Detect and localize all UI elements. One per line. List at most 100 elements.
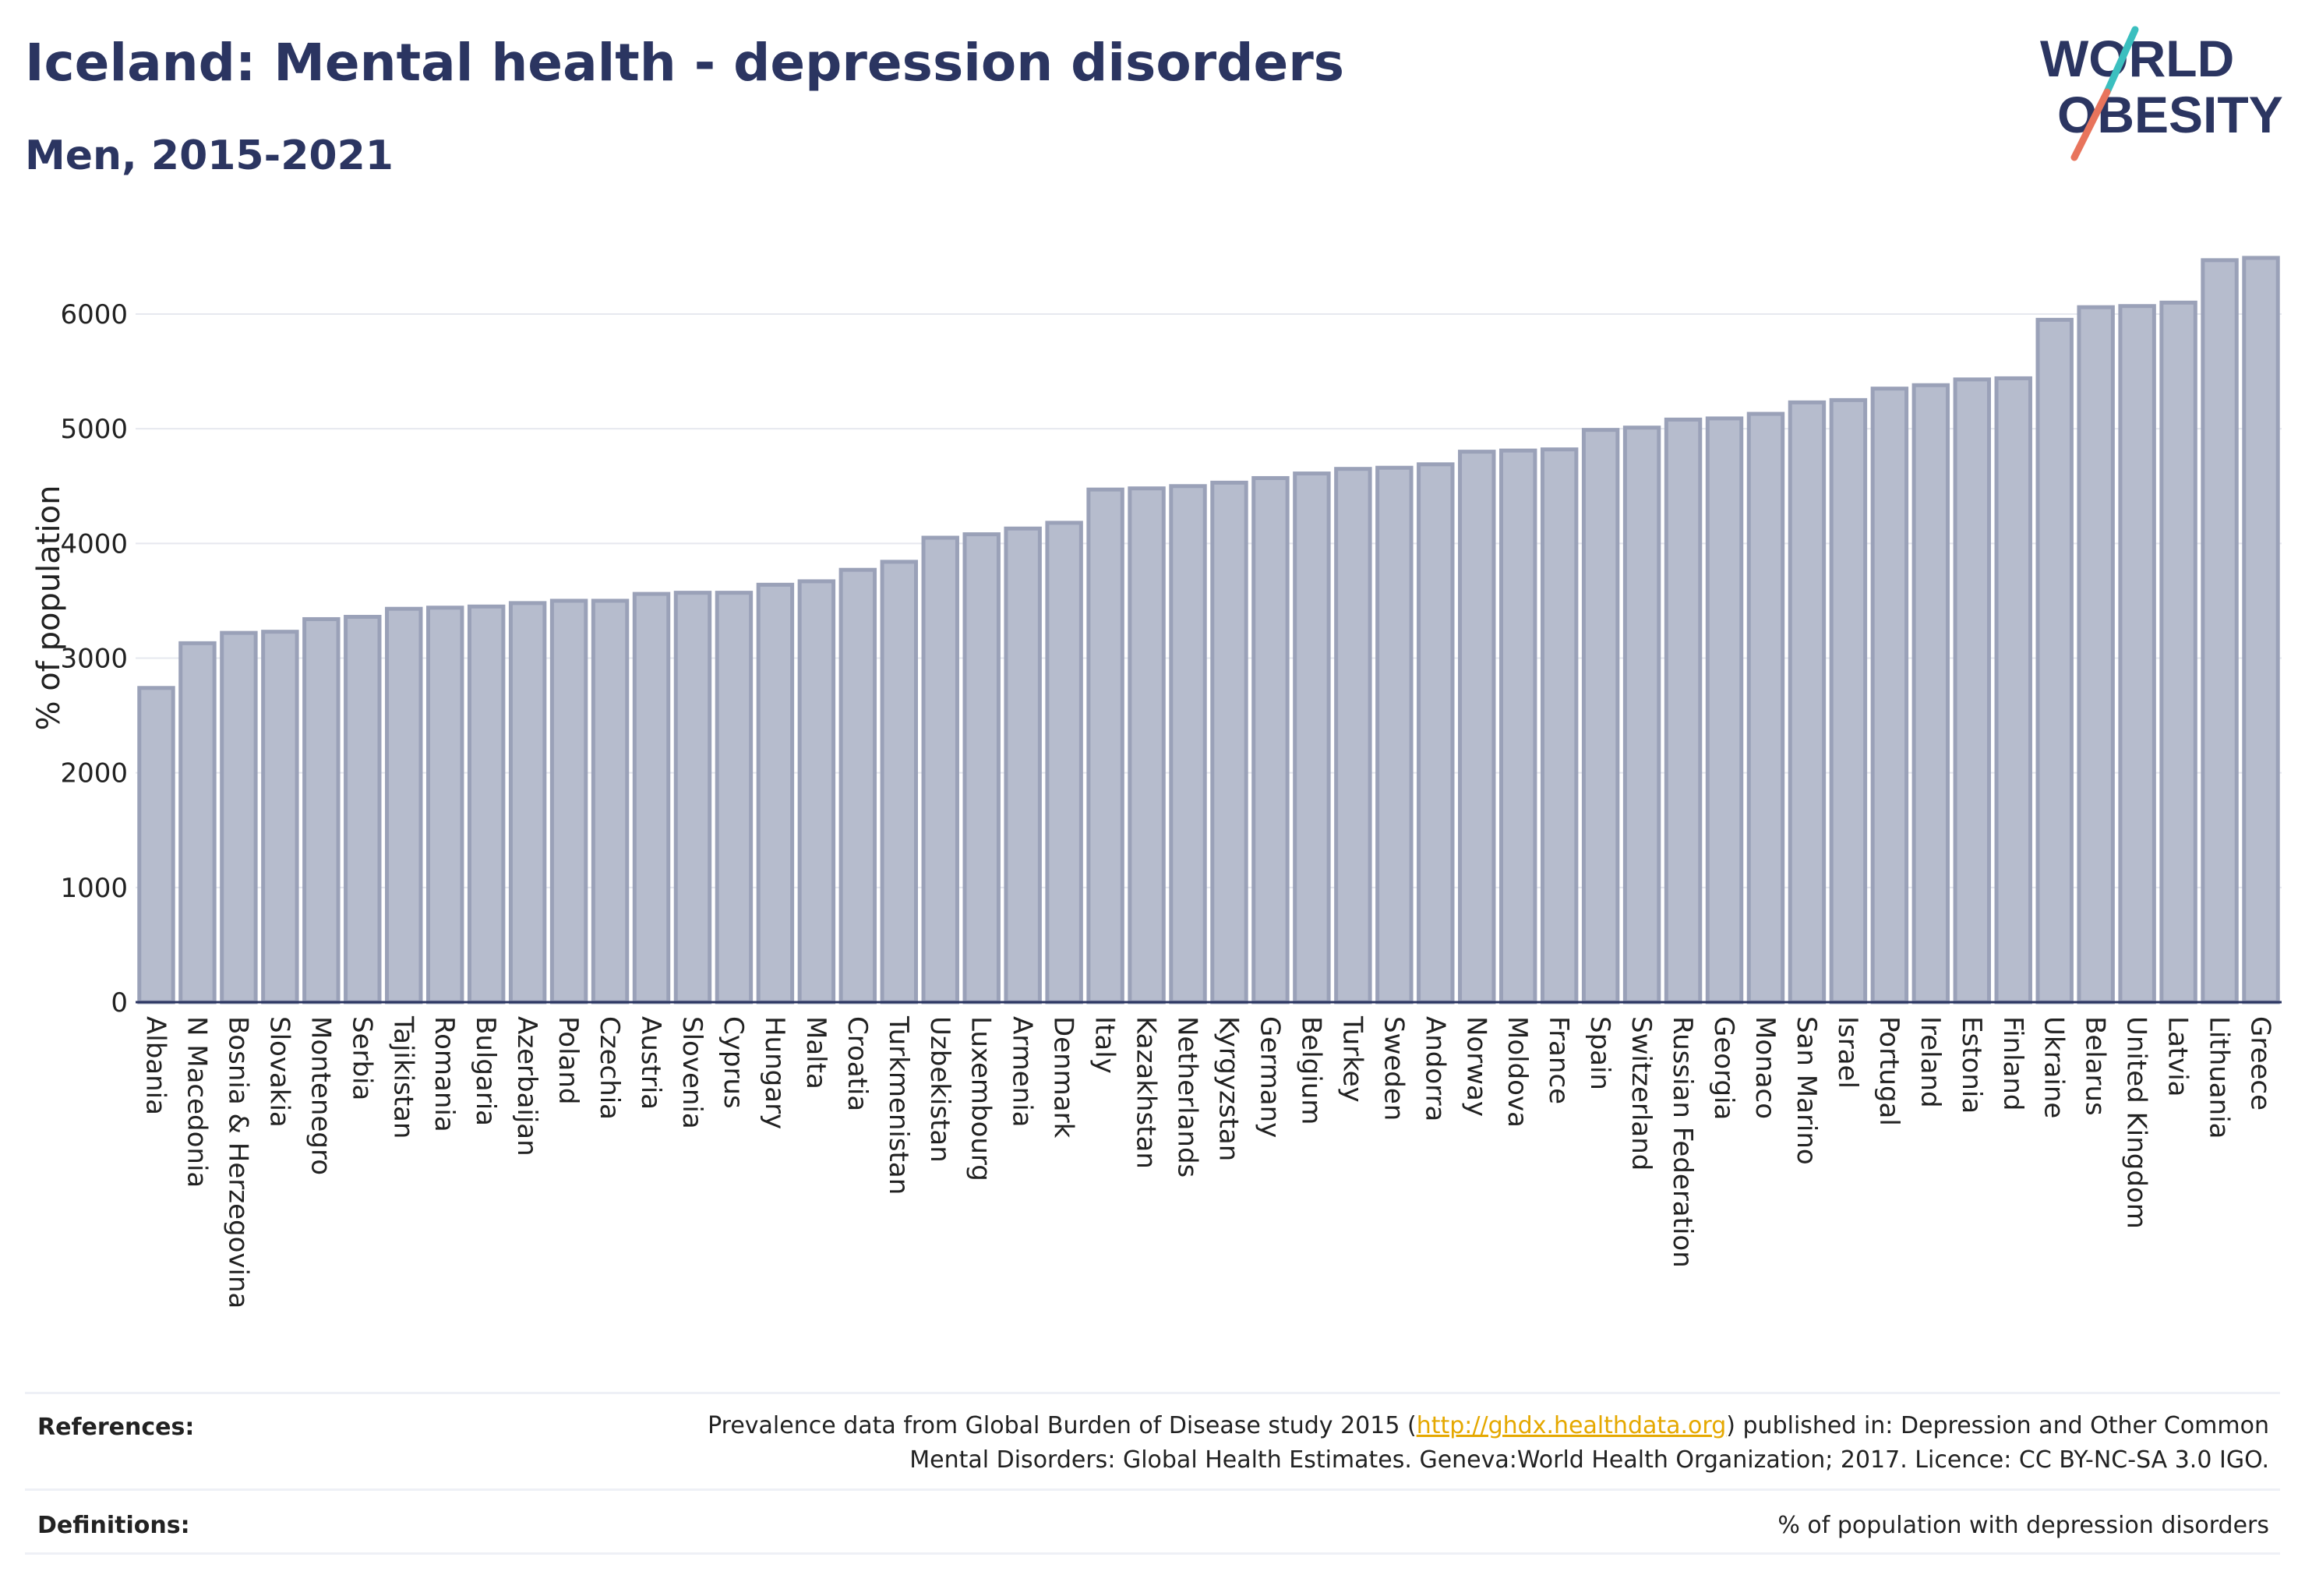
x-tick-label: Portugal [1873,1016,1904,1126]
logo-slash-bottom [2070,88,2111,161]
x-tick-label: Belgium [1295,1016,1326,1125]
bar [1953,377,1992,1005]
x-tick-label: Montenegro [305,1016,336,1175]
y-axis-label: % of population [31,486,67,731]
bar [2035,317,2074,1005]
y-tick-label: 5000 [60,414,128,445]
x-tick-label: Spain [1584,1016,1615,1090]
world-obesity-logo: WORLD OBESITY [2040,26,2283,161]
x-tick-label: Czechia [594,1016,625,1120]
bar [1540,447,1579,1005]
x-tick-label: Andorra [1419,1016,1450,1121]
bar [2242,256,2280,1005]
bar [1581,428,1620,1005]
bar [756,582,795,1005]
x-tick-label: United Kingdom [2121,1016,2152,1229]
bar [1251,475,1290,1005]
bar [1334,467,1372,1005]
references-line2: Mental Disorders: Global Health Estimate… [909,1446,2269,1474]
bar [1829,397,1868,1005]
bar [1004,526,1042,1005]
bar [2118,304,2156,1005]
bar [220,630,258,1005]
x-tick-label: N Macedonia [181,1016,212,1188]
x-tick-label: Denmark [1048,1016,1079,1139]
x-axis-labels: Albania N Macedonia Bosnia & Herzegovina Sl… [139,1015,2275,1308]
y-tick-label: 3000 [60,644,128,675]
x-tick-label: Azerbaijan [511,1016,542,1156]
x-tick-label: Latvia [2162,1016,2194,1097]
bar [1994,376,2032,1005]
y-axis-ticks: 0 1000 2000 3000 4000 5000 6000 [60,299,128,1019]
bar [1870,387,1909,1005]
x-tick-label: Greece [2245,1016,2276,1110]
references-label: References: [37,1414,195,1441]
bar [1788,400,1827,1005]
bar [302,616,341,1005]
x-tick-label: San Marino [1791,1016,1822,1165]
bar [962,532,1001,1005]
bars [137,256,2280,1005]
definitions-text: % of population with depression disorder… [1777,1512,2269,1539]
bar [1664,417,1703,1005]
x-tick-label: Italy [1089,1016,1121,1074]
bar [2077,305,2115,1005]
references-line1-pre: Prevalence data from Global Burden of Di… [708,1412,1417,1439]
x-tick-label: Germany [1254,1016,1285,1138]
chart-subtitle: Men, 2015-2021 [25,132,394,179]
x-tick-label: Belarus [2080,1016,2111,1116]
bar [1746,411,1785,1005]
bar [1045,521,1083,1005]
bar [1705,416,1744,1005]
x-tick-label: Hungary [759,1016,790,1129]
bar [385,606,423,1005]
bar [178,641,217,1005]
bar [632,591,671,1005]
x-tick-label: Moldova [1502,1016,1533,1128]
x-tick-label: Bosnia & Herzegovina [222,1016,253,1308]
bar [1622,425,1661,1005]
x-tick-label: Sweden [1378,1016,1409,1121]
x-tick-label: Monaco [1749,1016,1781,1119]
x-tick-label: Tajikistan [387,1015,418,1139]
footer-divider-top [25,1392,2280,1394]
x-tick-label: Uzbekistan [924,1016,955,1163]
bar [1375,465,1414,1005]
x-tick-label: Turkey [1336,1015,1368,1103]
references-text: Prevalence data from Global Burden of Di… [708,1409,2269,1478]
bar-chart: 0 1000 2000 3000 4000 5000 6000 Albania N Maced… [31,256,2282,1308]
bar [838,567,877,1005]
bar [425,606,464,1005]
references-link[interactable]: http://ghdx.healthdata.org [1416,1412,1727,1439]
x-tick-label: Estonia [1956,1016,1987,1114]
y-tick-label: 0 [111,987,128,1019]
bar [261,630,299,1005]
x-tick-label: Israel [1832,1016,1863,1089]
bar [591,598,630,1005]
x-tick-label: Slovakia [263,1016,295,1128]
x-tick-label: Georgia [1708,1016,1739,1120]
x-tick-label: Switzerland [1626,1016,1657,1171]
logo-word-world: WORLD [2040,30,2234,87]
bar [921,535,959,1005]
x-tick-label: Kyrgyzstan [1213,1016,1244,1161]
x-tick-label: Luxembourg [965,1016,997,1181]
x-tick-label: Kazakhstan [1131,1016,1162,1169]
logo-slash-top [2103,26,2139,96]
bar [673,591,712,1005]
x-tick-label: Serbia [346,1016,377,1100]
bar [508,601,547,1005]
bar [2201,258,2239,1005]
bar [2159,300,2197,1005]
x-tick-label: Poland [552,1016,584,1105]
x-tick-label: Austria [635,1016,666,1110]
x-tick-label: Turkmenistan [883,1015,914,1195]
bar [467,604,506,1005]
x-tick-label: Ukraine [2038,1016,2070,1118]
x-tick-label: Cyprus [718,1016,749,1109]
x-tick-label: Finland [1997,1016,2028,1111]
bar [1458,450,1496,1005]
references-line1-post: ) published in: Depression and Other Com… [1726,1412,2269,1439]
x-tick-label: Netherlands [1172,1016,1203,1178]
y-tick-label: 4000 [60,528,128,560]
